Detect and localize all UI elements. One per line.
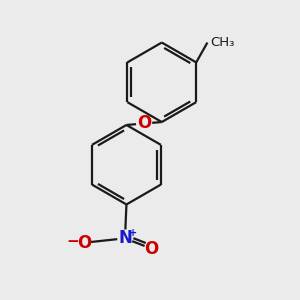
Text: +: + — [129, 228, 137, 238]
Text: −: − — [66, 234, 79, 249]
Text: O: O — [76, 234, 91, 252]
Text: O: O — [137, 115, 151, 133]
Text: N: N — [118, 229, 132, 247]
Text: CH₃: CH₃ — [210, 36, 235, 49]
Text: O: O — [144, 240, 159, 258]
